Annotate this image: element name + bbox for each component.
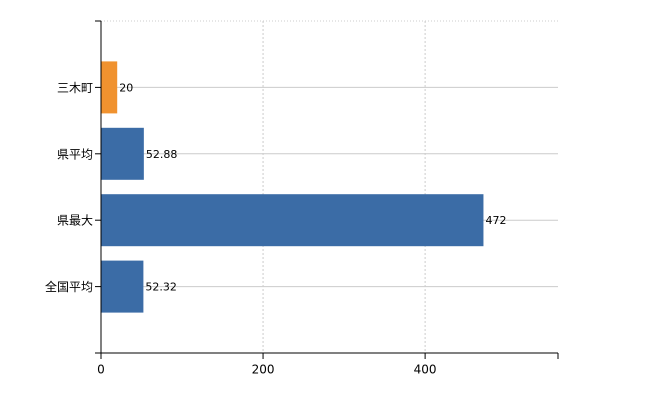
data-label: 20 (119, 81, 133, 94)
y-tick-label: 全国平均 (45, 279, 93, 294)
bar (101, 61, 118, 114)
data-label: 472 (485, 214, 506, 227)
bar (101, 194, 484, 247)
data-label: 52.32 (145, 281, 177, 294)
bar (101, 260, 144, 313)
y-tick-label: 県最大 (57, 214, 93, 228)
x-tick-label: 400 (414, 363, 437, 377)
y-tick-label: 三木町 (57, 81, 93, 95)
data-label: 52.88 (146, 148, 178, 161)
bar (101, 127, 144, 180)
x-tick-label: 200 (252, 363, 275, 377)
x-tick-label: 0 (97, 363, 105, 377)
y-tick-label: 県平均 (57, 147, 93, 161)
